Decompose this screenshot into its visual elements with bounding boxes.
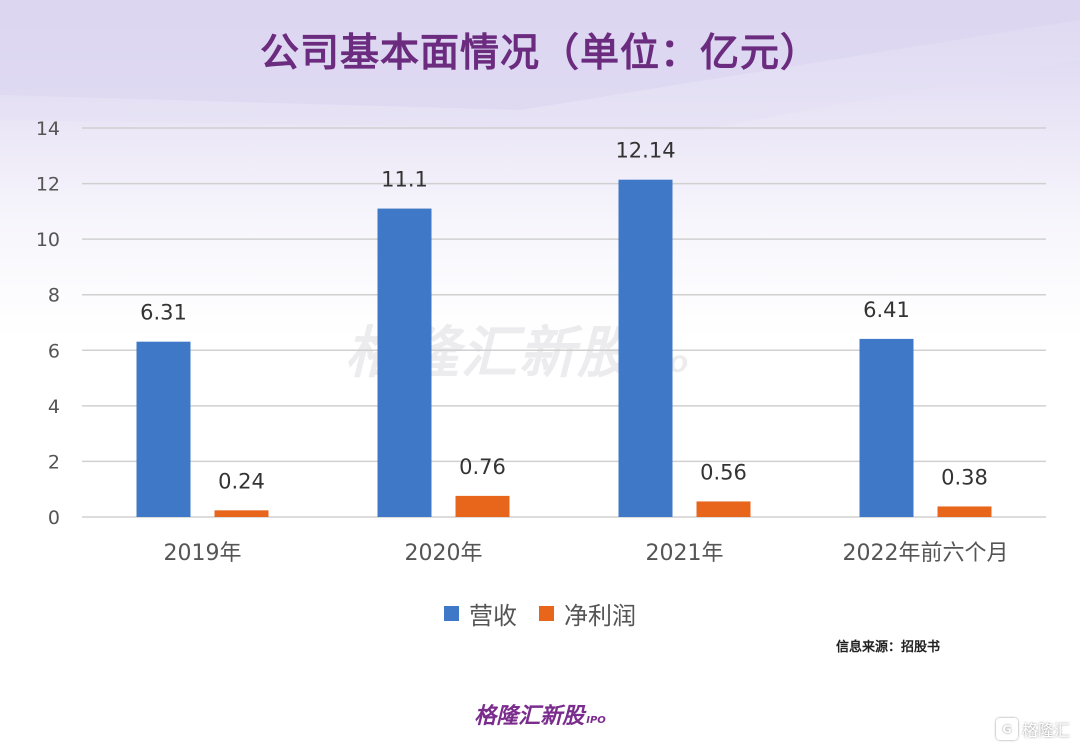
- legend-label-revenue: 营收: [469, 602, 517, 630]
- bar-net-profit: [937, 506, 992, 517]
- corner-logo-icon: G: [995, 718, 1018, 740]
- legend-swatch-revenue: [444, 606, 459, 621]
- y-tick-label: 10: [36, 229, 60, 251]
- legend-swatch-net-profit: [539, 606, 554, 621]
- data-label-net-profit: 0.76: [459, 455, 506, 479]
- corner-logo: G 格隆汇: [995, 717, 1070, 741]
- y-tick-label: 8: [48, 285, 60, 307]
- y-tick-label: 14: [36, 118, 60, 140]
- bar-revenue: [618, 179, 673, 517]
- y-tick-label: 2: [48, 451, 60, 473]
- corner-logo-text: 格隆汇: [1021, 721, 1070, 740]
- brand-sub: IPO: [586, 715, 606, 726]
- data-label-net-profit: 0.56: [700, 460, 747, 484]
- data-label-revenue: 11.1: [381, 168, 428, 192]
- brand-text: 格隆汇新股: [474, 704, 585, 729]
- bar-revenue: [136, 341, 191, 517]
- bar-layer: [136, 179, 992, 518]
- data-label-revenue: 6.31: [140, 301, 187, 325]
- legend-item-net-profit: 净利润: [539, 596, 636, 631]
- legend-item-revenue: 营收: [444, 596, 517, 631]
- legend: 营收 净利润: [0, 596, 1080, 631]
- bar-revenue: [859, 338, 914, 517]
- y-tick-label: 0: [48, 507, 60, 529]
- y-tick-label: 6: [48, 340, 60, 362]
- source-note: 信息来源：招股书: [835, 640, 940, 655]
- bar-revenue: [377, 208, 432, 518]
- x-tick-label: 2021年: [646, 541, 724, 566]
- brand-logo: 格隆汇新股 IPO: [0, 698, 1080, 730]
- data-label-revenue: 12.14: [615, 139, 675, 163]
- axis-layer: 0 2 4 6 8 10 12 14 2019年 2020年 2021年 2022年前六个月: [36, 118, 1009, 566]
- data-label-net-profit: 0.38: [941, 465, 988, 489]
- chart-title: 公司基本面情况（单位：亿元）: [259, 30, 820, 76]
- y-tick-label: 12: [36, 174, 60, 196]
- data-label-net-profit: 0.24: [218, 469, 265, 493]
- x-tick-label: 2022年前六个月: [843, 541, 1009, 566]
- data-label-revenue: 6.41: [863, 298, 910, 322]
- x-tick-label: 2019年: [164, 541, 242, 566]
- bar-net-profit: [455, 495, 510, 517]
- x-tick-label: 2020年: [405, 541, 483, 566]
- label-layer: 6.31 0.24 11.1 0.76 12.14 0.56 6.41 0.38: [140, 139, 988, 494]
- bar-net-profit: [214, 510, 269, 517]
- banner-background: [0, 0, 1080, 130]
- legend-label-net-profit: 净利润: [564, 602, 636, 630]
- y-tick-label: 4: [48, 396, 60, 418]
- bar-net-profit: [696, 501, 751, 517]
